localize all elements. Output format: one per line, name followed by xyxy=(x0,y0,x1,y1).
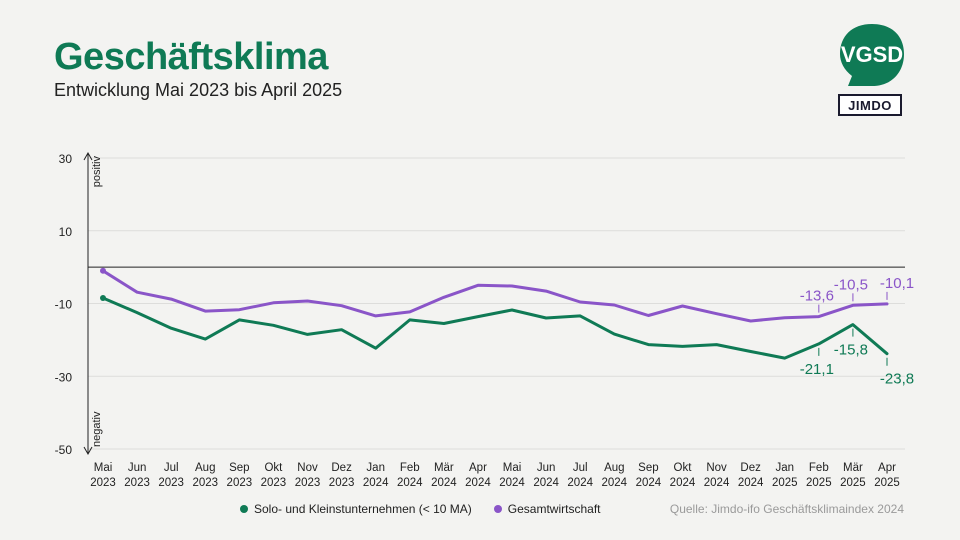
x-tick-label-year: 2024 xyxy=(567,477,593,489)
x-tick-label-year: 2024 xyxy=(465,477,491,489)
x-tick-label-year: 2023 xyxy=(295,477,321,489)
legend-label-gesamt: Gesamtwirtschaft xyxy=(507,502,601,516)
x-tick-label-month: Nov xyxy=(297,462,318,474)
x-tick-label-month: Jun xyxy=(537,462,556,474)
vgsd-logo: VGSD xyxy=(840,24,904,86)
x-tick-label-month: Aug xyxy=(195,462,215,474)
x-tick-label-month: Sep xyxy=(638,462,658,474)
vgsd-logo-text: VGSD xyxy=(841,42,903,67)
x-tick-label-year: 2024 xyxy=(670,477,696,489)
x-tick-label-year: 2023 xyxy=(329,477,355,489)
x-tick-label-month: Jan xyxy=(775,462,794,474)
x-tick-label-month: Okt xyxy=(264,462,283,474)
x-tick-label-month: Apr xyxy=(469,462,487,474)
x-tick-label-year: 2025 xyxy=(874,477,900,489)
x-tick-label-year: 2024 xyxy=(636,477,662,489)
x-tick-label-month: Jun xyxy=(128,462,147,474)
legend-item-gesamt: Gesamtwirtschaft xyxy=(493,502,601,516)
jimdo-logo: JIMDO xyxy=(838,94,902,116)
x-tick-label-year: 2024 xyxy=(533,477,559,489)
x-tick-label-year: 2024 xyxy=(431,477,457,489)
x-tick-label-year: 2024 xyxy=(499,477,525,489)
data-label-gesamt: -13,6 xyxy=(800,288,834,305)
x-tick-label-year: 2024 xyxy=(363,477,389,489)
axis-annotation-positive: positiv xyxy=(91,156,103,188)
chart-title: Geschäftsklima xyxy=(54,36,328,78)
data-label-gesamt: -10,5 xyxy=(834,276,868,293)
x-tick-label-month: Aug xyxy=(604,462,624,474)
x-tick-label-year: 2024 xyxy=(397,477,423,489)
x-tick-label-year: 2024 xyxy=(738,477,764,489)
legend-dot-gesamt xyxy=(493,505,502,513)
x-tick-label-year: 2024 xyxy=(602,477,628,489)
chart-legend: Solo- und Kleinstunternehmen (< 10 MA) G… xyxy=(240,502,601,516)
x-tick-label-month: Nov xyxy=(706,462,727,474)
x-tick-label-year: 2023 xyxy=(227,477,253,489)
data-label-solo: -21,1 xyxy=(800,361,834,378)
y-tick-label: -30 xyxy=(55,370,73,384)
legend-dot-solo xyxy=(240,505,248,513)
x-tick-label-year: 2023 xyxy=(158,477,184,489)
series-line-gesamt xyxy=(101,269,889,323)
y-tick-label: 30 xyxy=(59,152,73,166)
x-tick-label-year: 2024 xyxy=(704,477,730,489)
x-tick-label-month: Mär xyxy=(434,462,454,474)
x-tick-label-month: Feb xyxy=(400,462,420,474)
y-tick-label: -50 xyxy=(55,443,73,457)
x-tick-label-month: Jul xyxy=(164,462,179,474)
x-tick-label-month: Dez xyxy=(740,462,761,474)
data-label-solo: -15,8 xyxy=(834,342,868,359)
y-axis-arrow-down xyxy=(83,446,93,456)
x-tick-label-month: Apr xyxy=(878,462,896,474)
x-tick-label-month: Jan xyxy=(366,462,385,474)
legend-label-solo: Solo- und Kleinstunternehmen (< 10 MA) xyxy=(254,502,472,516)
x-tick-label-month: Mai xyxy=(503,462,522,474)
x-tick-label-year: 2023 xyxy=(124,477,150,489)
source-note: Quelle: Jimdo-ifo Geschäftsklimaindex 20… xyxy=(669,502,904,516)
x-tick-label-month: Mär xyxy=(843,462,863,474)
x-tick-label-month: Mai xyxy=(94,462,113,474)
x-tick-label-month: Okt xyxy=(674,462,693,474)
y-tick-label: 10 xyxy=(59,225,73,239)
x-tick-label-year: 2025 xyxy=(840,477,866,489)
x-tick-label-year: 2023 xyxy=(90,477,116,489)
x-tick-label-year: 2023 xyxy=(192,477,218,489)
x-tick-label-month: Feb xyxy=(809,462,829,474)
x-tick-label-month: Jul xyxy=(573,462,588,474)
data-label-solo: -23,8 xyxy=(880,371,914,388)
x-tick-label-month: Dez xyxy=(331,462,352,474)
x-tick-label-year: 2025 xyxy=(772,477,798,489)
legend-item-solo: Solo- und Kleinstunternehmen (< 10 MA) xyxy=(240,502,472,516)
chart-subtitle: Entwicklung Mai 2023 bis April 2025 xyxy=(54,80,343,100)
x-tick-label-year: 2023 xyxy=(261,477,287,489)
x-tick-label-month: Sep xyxy=(229,462,249,474)
axis-annotation-negative: negativ xyxy=(91,411,103,447)
series-point-solo xyxy=(100,295,106,302)
y-axis-arrow-up xyxy=(83,151,93,161)
x-tick-label-year: 2025 xyxy=(806,477,832,489)
data-label-gesamt: -10,1 xyxy=(880,275,914,292)
series-line-solo xyxy=(101,296,889,360)
series-point-gesamt xyxy=(100,267,106,274)
y-tick-label: -10 xyxy=(55,298,73,312)
